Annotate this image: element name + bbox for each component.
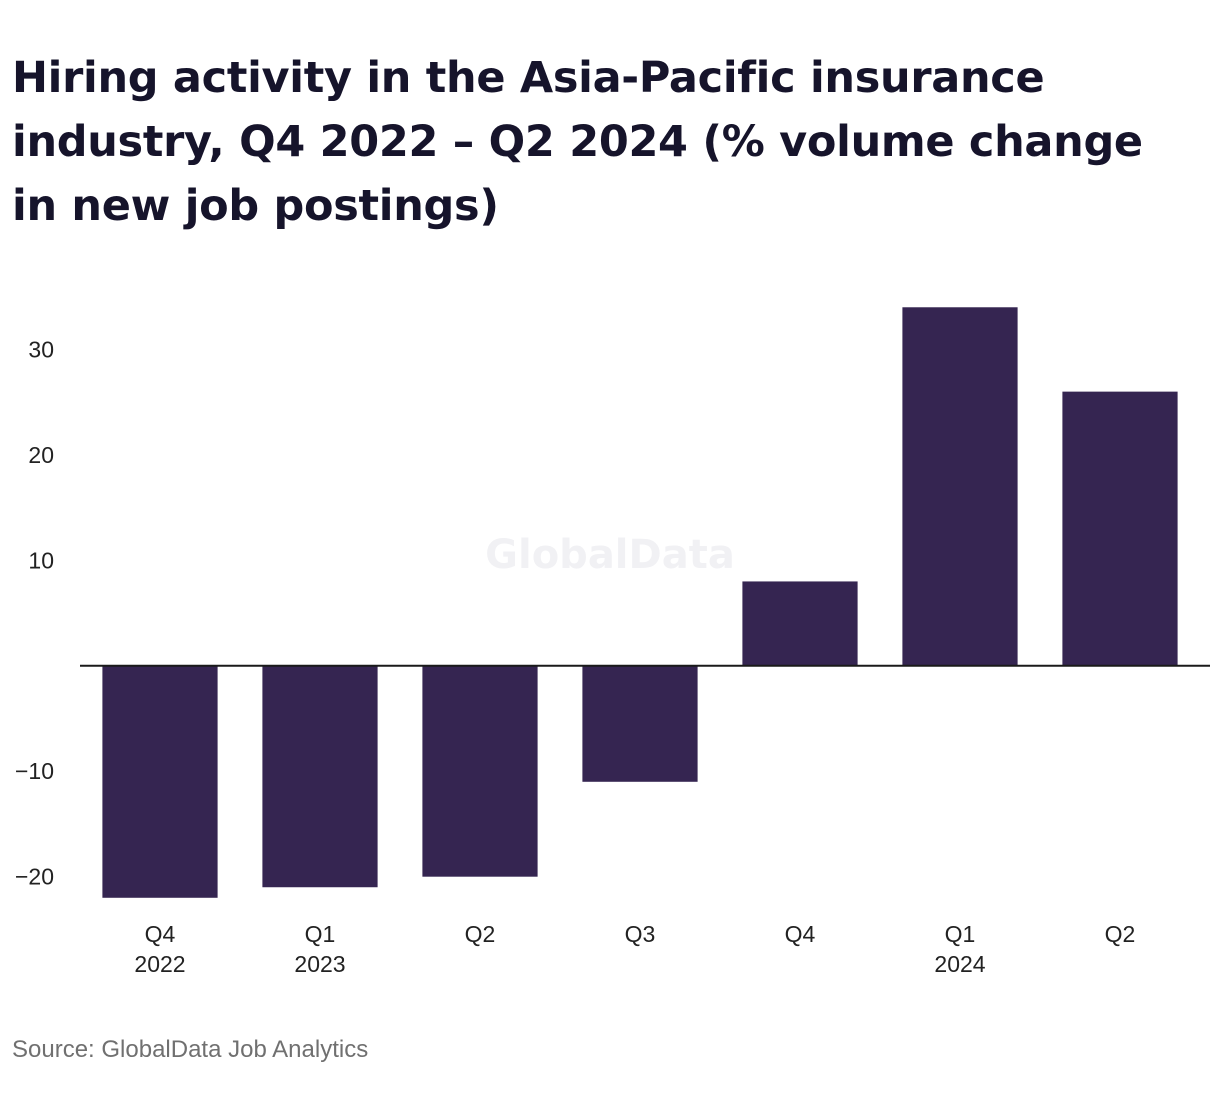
bar-1 bbox=[262, 665, 378, 888]
bar-6 bbox=[1062, 391, 1178, 666]
bar-0 bbox=[102, 665, 218, 898]
chart-title: Hiring activity in the Asia-Pacific insu… bbox=[12, 53, 1143, 231]
y-tick-label: −20 bbox=[15, 864, 54, 890]
x-tick-quarter: Q3 bbox=[625, 921, 656, 947]
source-note: Source: GlobalData Job Analytics bbox=[12, 1036, 369, 1063]
x-tick-year: 2024 bbox=[934, 951, 985, 977]
y-tick-label: 10 bbox=[28, 547, 54, 573]
bar-3 bbox=[582, 665, 698, 782]
bar-5 bbox=[902, 307, 1018, 666]
x-axis-ticks: Q4 2022 Q1 2023 Q2 Q3 Q4 Q1 2024 Q2 bbox=[134, 921, 1135, 977]
y-tick-label: −10 bbox=[15, 758, 54, 784]
bar-4 bbox=[742, 581, 858, 666]
x-tick-quarter: Q1 bbox=[305, 921, 336, 947]
bars-group bbox=[102, 307, 1178, 898]
y-tick-label: 30 bbox=[28, 336, 54, 362]
x-tick-quarter: Q4 bbox=[785, 921, 816, 947]
x-tick-quarter: Q1 bbox=[945, 921, 976, 947]
watermark-text: GlobalData bbox=[485, 532, 735, 578]
x-tick-quarter: Q2 bbox=[465, 921, 496, 947]
y-tick-label: 20 bbox=[28, 442, 54, 468]
y-axis-ticks: −20 −10 10 30 20 bbox=[15, 336, 54, 889]
bar-2 bbox=[422, 665, 538, 877]
x-tick-quarter: Q4 bbox=[145, 921, 176, 947]
x-tick-year: 2022 bbox=[134, 951, 185, 977]
x-tick-quarter: Q2 bbox=[1105, 921, 1136, 947]
x-tick-year: 2023 bbox=[294, 951, 345, 977]
